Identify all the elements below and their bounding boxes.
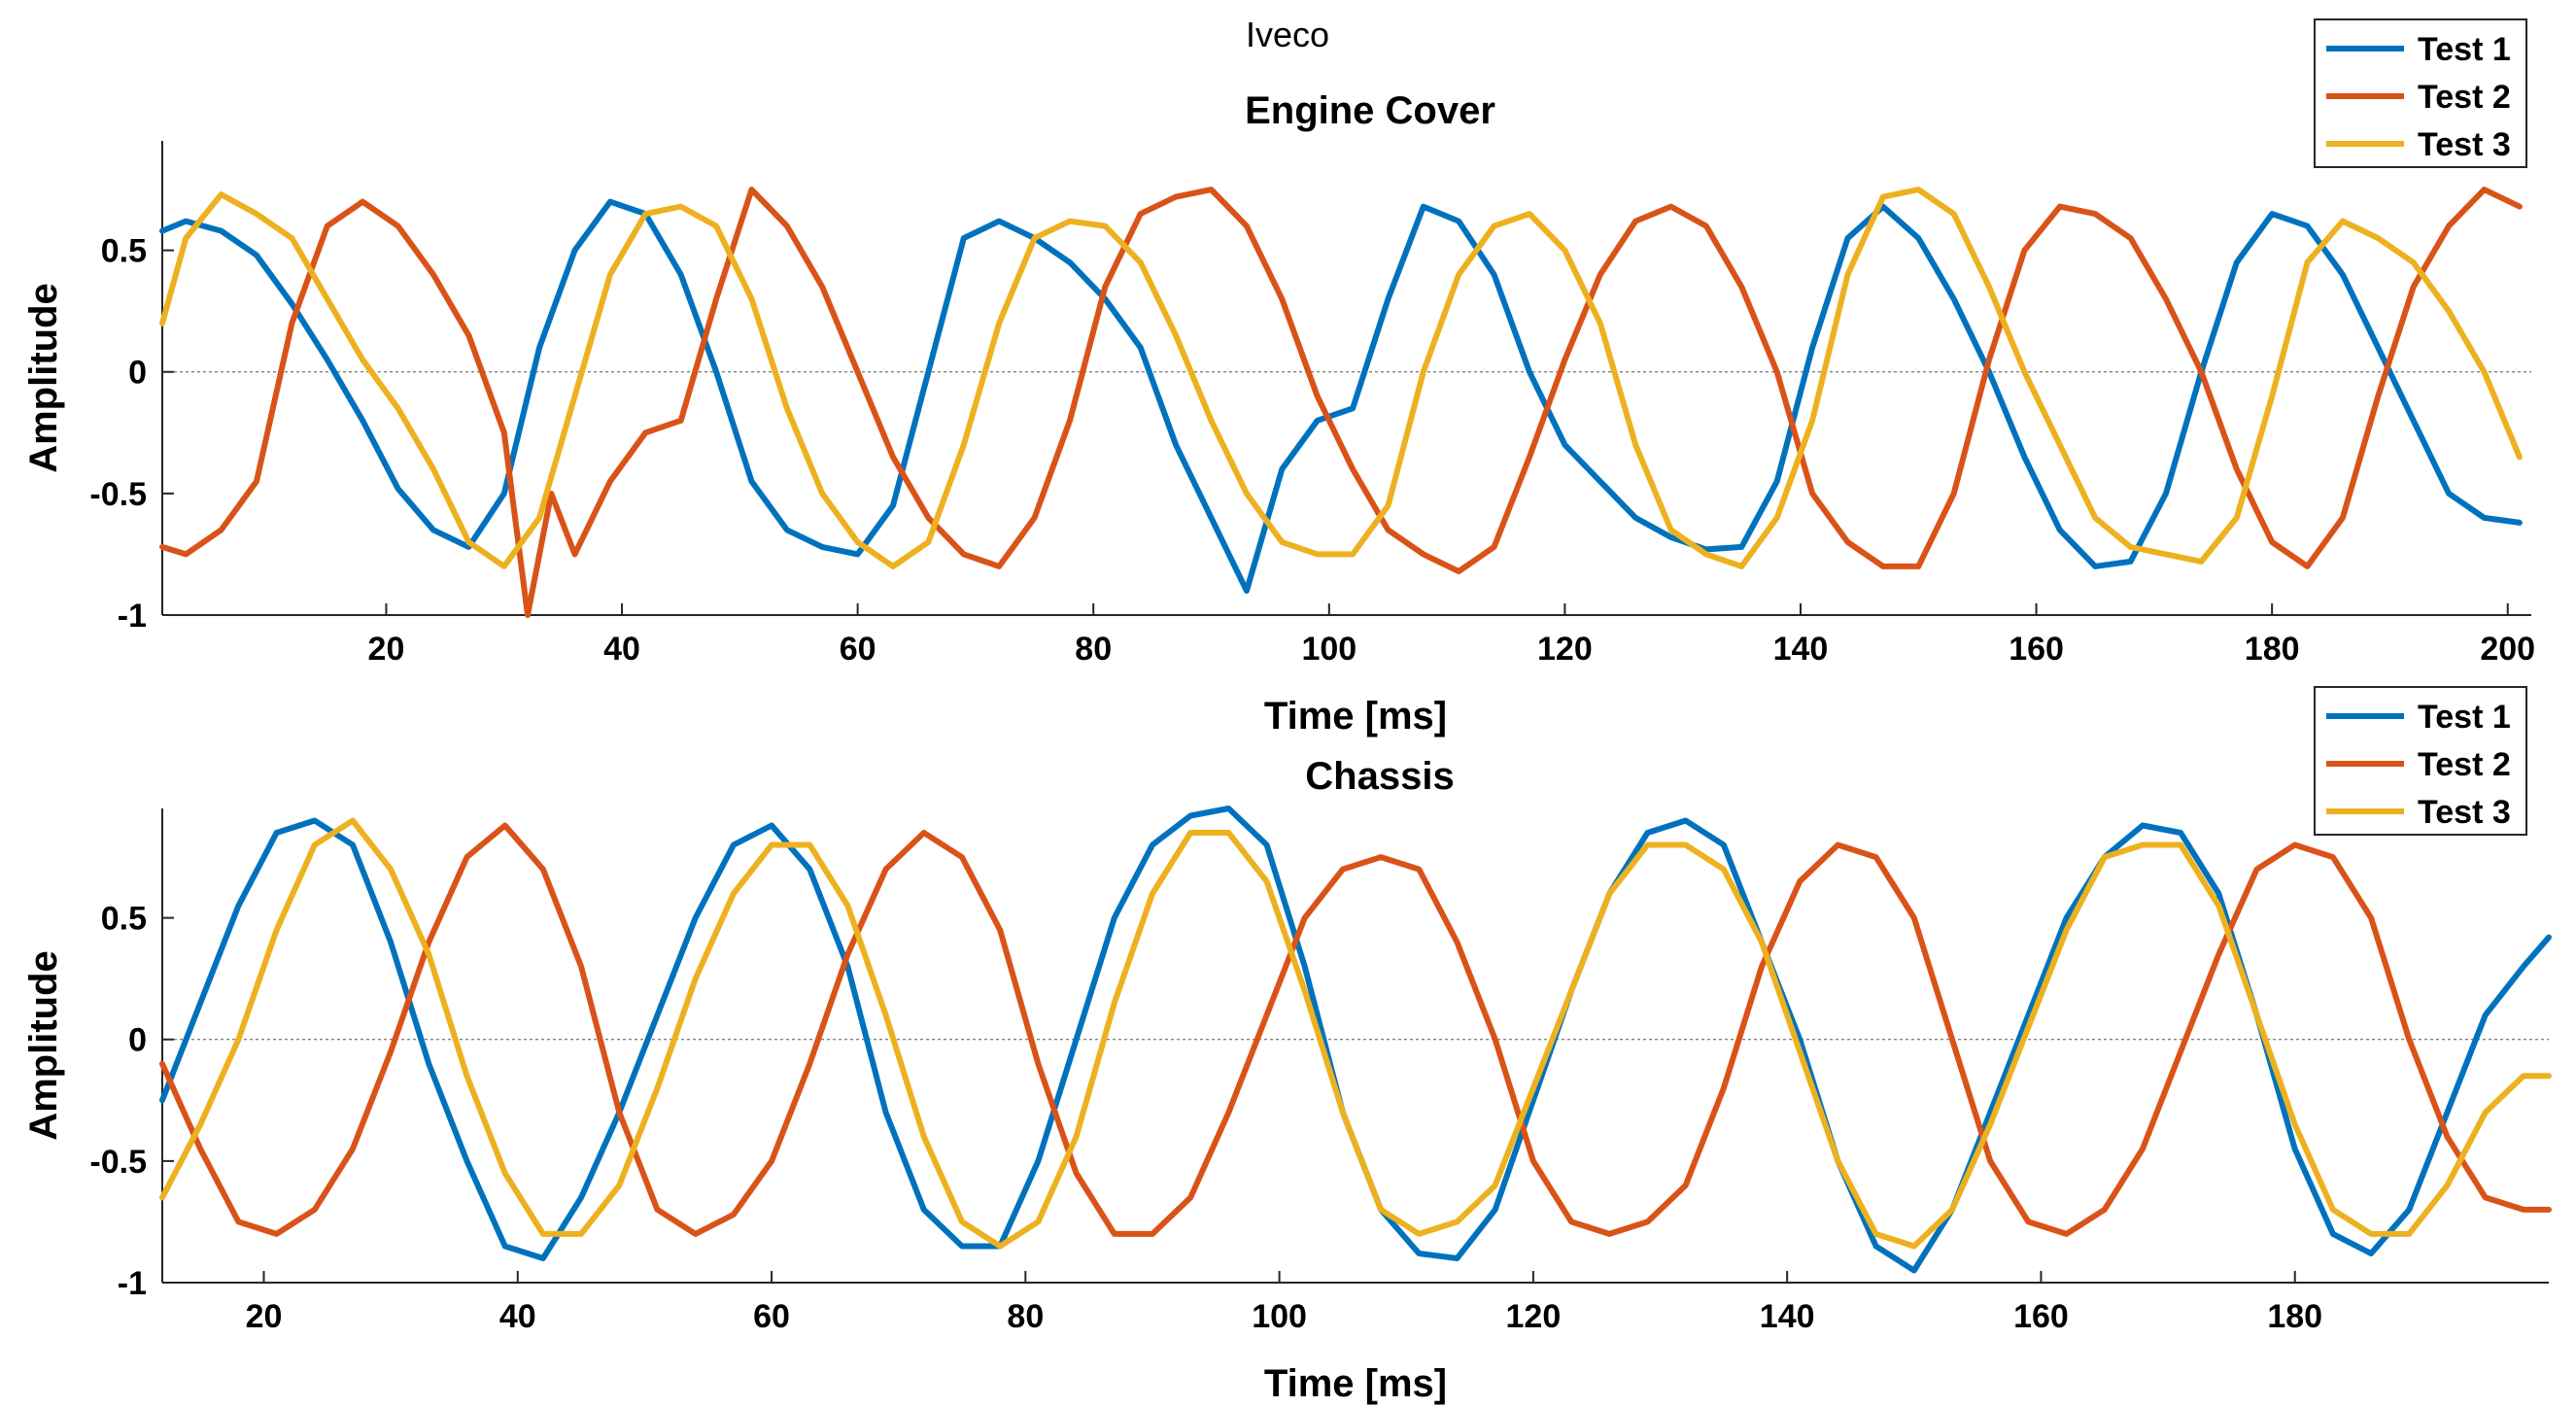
x-tick-label: 140 bbox=[1773, 631, 1829, 668]
x-tick-label: 60 bbox=[840, 631, 876, 668]
x-tick-label: 120 bbox=[1506, 1298, 1562, 1335]
x-tick-label: 100 bbox=[1301, 631, 1357, 668]
x-tick-label: 100 bbox=[1252, 1298, 1307, 1335]
x-tick-label: 160 bbox=[2013, 1298, 2069, 1335]
x-tick-label: 140 bbox=[1760, 1298, 1815, 1335]
x-tick-label: 40 bbox=[603, 631, 640, 668]
legend-label-test-1: Test 1 bbox=[2418, 699, 2511, 736]
y-tick-label: -1 bbox=[118, 1265, 147, 1302]
legend[interactable]: Test 1 Test 2 Test 3 bbox=[2314, 686, 2527, 836]
y-tick-label: 0 bbox=[128, 1022, 147, 1059]
series-line-test-2 bbox=[159, 822, 2552, 1237]
legend-label-test-1: Test 1 bbox=[2418, 31, 2511, 68]
y-tick-label: -0.5 bbox=[89, 1144, 147, 1181]
series-group bbox=[159, 806, 2552, 1274]
y-ticks: -1 -0.5 0 0.5 bbox=[89, 901, 174, 1302]
chart-chassis: Chassis 20 40 60 80 100 120 140 160 180 -1 -0.5 0 0… bbox=[22, 686, 2552, 1405]
figure-suptitle: Iveco bbox=[1246, 15, 1329, 54]
axes bbox=[161, 141, 2531, 616]
y-tick-label: -0.5 bbox=[89, 476, 147, 513]
legend-label-test-3: Test 3 bbox=[2418, 126, 2511, 163]
x-tick-label: 180 bbox=[2245, 631, 2300, 668]
x-tick-label: 160 bbox=[2009, 631, 2064, 668]
series-line-test-3 bbox=[159, 187, 2523, 569]
series-line-test-1 bbox=[159, 198, 2523, 594]
x-tick-label: 200 bbox=[2480, 631, 2535, 668]
chart-title: Chassis bbox=[1305, 755, 1454, 798]
legend-label-test-3: Test 3 bbox=[2418, 794, 2511, 831]
y-axis-label: Amplitude bbox=[22, 950, 65, 1141]
x-tick-label: 120 bbox=[1537, 631, 1593, 668]
x-ticks: 20 40 60 80 100 120 140 160 180 200 bbox=[368, 603, 2535, 668]
y-tick-label: 0.5 bbox=[101, 233, 147, 270]
y-tick-label: -1 bbox=[118, 598, 147, 635]
y-tick-label: 0.5 bbox=[101, 901, 147, 938]
y-tick-label: 0 bbox=[128, 355, 147, 392]
x-axis-label: Time [ms] bbox=[1264, 695, 1447, 738]
chart-engine-cover: Engine Cover 20 40 60 80 100 120 140 160 180 200 … bbox=[22, 18, 2535, 738]
plot-area bbox=[162, 808, 2549, 1283]
x-tick-label: 80 bbox=[1075, 631, 1112, 668]
x-tick-label: 180 bbox=[2267, 1298, 2322, 1335]
x-tick-label: 40 bbox=[499, 1298, 536, 1335]
y-ticks: -1 -0.5 0 0.5 bbox=[89, 233, 174, 635]
x-tick-label: 20 bbox=[368, 631, 405, 668]
series-line-test-2 bbox=[159, 187, 2523, 618]
legend[interactable]: Test 1 Test 2 Test 3 bbox=[2314, 18, 2527, 168]
series-group bbox=[159, 187, 2523, 618]
axes bbox=[161, 808, 2549, 1284]
legend-label-test-2: Test 2 bbox=[2418, 79, 2511, 116]
x-tick-label: 60 bbox=[753, 1298, 790, 1335]
series-line-test-3 bbox=[159, 817, 2552, 1250]
chart-title: Engine Cover bbox=[1245, 89, 1495, 132]
plot-area bbox=[162, 141, 2531, 615]
x-axis-label: Time [ms] bbox=[1264, 1362, 1447, 1405]
y-axis-label: Amplitude bbox=[22, 283, 65, 473]
legend-label-test-2: Test 2 bbox=[2418, 746, 2511, 783]
x-tick-label: 80 bbox=[1007, 1298, 1044, 1335]
x-ticks: 20 40 60 80 100 120 140 160 180 bbox=[246, 1271, 2322, 1335]
x-tick-label: 20 bbox=[246, 1298, 283, 1335]
